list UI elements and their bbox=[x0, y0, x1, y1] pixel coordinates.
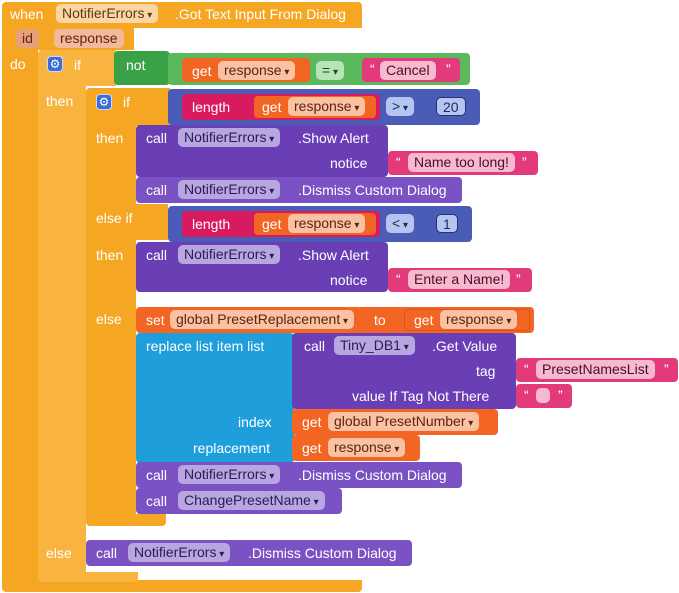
get-label-2: get bbox=[262, 99, 282, 115]
string-cancel-text[interactable]: Cancel bbox=[380, 61, 436, 80]
number-20-field[interactable]: 20 bbox=[436, 97, 466, 116]
global-preset-replacement-dropdown[interactable]: global PresetReplacement bbox=[170, 310, 355, 329]
inner-if-left bbox=[86, 124, 136, 520]
string-name-too-long[interactable]: Name too long! bbox=[408, 153, 515, 172]
outer-if-gear-icon[interactable]: ⚙ bbox=[47, 56, 63, 72]
do-label: do bbox=[10, 56, 26, 72]
dismiss-label-2: .Dismiss Custom Dialog bbox=[298, 467, 447, 483]
not-label: not bbox=[126, 57, 146, 73]
show-alert-label-1: .Show Alert bbox=[298, 130, 369, 146]
quote-open-5: “ bbox=[524, 387, 529, 403]
notifier-dropdown-3[interactable]: NotifierErrors bbox=[178, 245, 281, 264]
length-label-1: length bbox=[192, 99, 231, 115]
tag-label: tag bbox=[476, 363, 496, 379]
value-if-not-label: value If Tag Not There bbox=[352, 388, 490, 404]
call-label-2: call bbox=[146, 182, 168, 198]
notifier-dropdown-5[interactable]: NotifierErrors bbox=[128, 543, 231, 562]
inner-elseif-label: else if bbox=[96, 210, 133, 226]
get-value-label: .Get Value bbox=[432, 338, 498, 354]
event-component-dropdown[interactable]: NotifierErrors bbox=[56, 4, 159, 23]
call-label-7: call bbox=[96, 545, 118, 561]
notice-label-2: notice bbox=[330, 272, 368, 288]
replacement-label: replacement bbox=[193, 440, 271, 456]
param-id-label: id bbox=[16, 29, 39, 48]
call-label-1: call bbox=[146, 130, 168, 146]
call-label-6: call bbox=[146, 493, 168, 509]
get-label-3: get bbox=[262, 216, 282, 232]
outer-then-label: then bbox=[46, 93, 74, 109]
replace-list-item-block[interactable] bbox=[136, 333, 294, 463]
var-response-dropdown[interactable]: response bbox=[218, 61, 296, 80]
inner-if-elseif-row bbox=[86, 204, 168, 240]
outer-if-bottom bbox=[38, 572, 138, 582]
op-lt-dropdown[interactable]: < bbox=[386, 214, 414, 233]
quote-close-4: ” bbox=[664, 361, 669, 377]
inner-then-label-1: then bbox=[96, 130, 124, 146]
replace-list-label: replace list item list bbox=[146, 338, 265, 354]
quote-open-4: “ bbox=[524, 361, 529, 377]
var-response-dropdown-2[interactable]: response bbox=[288, 97, 366, 116]
notifier-dropdown-1[interactable]: NotifierErrors bbox=[178, 128, 281, 147]
inner-then-label-2: then bbox=[96, 247, 124, 263]
string-empty[interactable] bbox=[536, 388, 550, 403]
quote-close-5: ” bbox=[558, 387, 563, 403]
call-label-3: call bbox=[146, 247, 168, 263]
param-response[interactable]: response bbox=[54, 29, 124, 48]
op-equal-dropdown[interactable]: = bbox=[316, 61, 344, 80]
outer-else-label: else bbox=[46, 545, 72, 561]
show-alert-label-2: .Show Alert bbox=[298, 247, 369, 263]
when-label: when bbox=[10, 6, 44, 22]
inner-if-label: if bbox=[123, 94, 130, 110]
inner-else-label: else bbox=[96, 311, 122, 327]
global-preset-number-dropdown[interactable]: global PresetNumber bbox=[328, 412, 480, 431]
index-label: index bbox=[238, 414, 272, 430]
quote-close-2: ” bbox=[522, 154, 527, 170]
call-label-4: call bbox=[304, 338, 326, 354]
length-label-2: length bbox=[192, 216, 231, 232]
get-label-4: get bbox=[414, 312, 434, 328]
number-1-field[interactable]: 1 bbox=[436, 214, 458, 233]
string-preset-names[interactable]: PresetNamesList bbox=[536, 360, 655, 379]
quote-close: ” bbox=[446, 61, 451, 77]
notifier-dropdown-2[interactable]: NotifierErrors bbox=[178, 180, 281, 199]
op-gt-dropdown[interactable]: > bbox=[386, 97, 414, 116]
notice-label-1: notice bbox=[330, 155, 368, 171]
quote-open: “ bbox=[370, 61, 375, 77]
tinydb-dropdown[interactable]: Tiny_DB1 bbox=[334, 336, 415, 355]
var-response-dropdown-3[interactable]: response bbox=[288, 214, 366, 233]
get-label-5: get bbox=[302, 414, 322, 430]
change-preset-name-dropdown[interactable]: ChangePresetName bbox=[178, 491, 325, 510]
quote-close-3: ” bbox=[516, 271, 521, 287]
event-body-left bbox=[2, 48, 38, 582]
inner-if-bottom bbox=[86, 514, 166, 526]
outer-if-label: if bbox=[74, 57, 81, 73]
set-label: set bbox=[146, 312, 165, 328]
var-response-dropdown-4[interactable]: response bbox=[440, 310, 518, 329]
event-name-label: .Got Text Input From Dialog bbox=[175, 6, 346, 22]
dismiss-label-1: .Dismiss Custom Dialog bbox=[298, 182, 447, 198]
outer-if-left bbox=[38, 84, 86, 580]
quote-open-3: “ bbox=[396, 271, 401, 287]
event-bottom bbox=[2, 580, 362, 592]
quote-open-2: “ bbox=[396, 154, 401, 170]
not-block[interactable] bbox=[114, 51, 170, 85]
dismiss-label-3: .Dismiss Custom Dialog bbox=[248, 545, 397, 561]
string-enter-name[interactable]: Enter a Name! bbox=[408, 270, 511, 289]
get-label-6: get bbox=[302, 440, 322, 456]
var-response-dropdown-5[interactable]: response bbox=[328, 438, 406, 457]
call-label-5: call bbox=[146, 467, 168, 483]
get-label: get bbox=[192, 63, 212, 79]
inner-if-gear-icon[interactable]: ⚙ bbox=[96, 94, 112, 110]
to-label: to bbox=[374, 312, 386, 328]
notifier-dropdown-4[interactable]: NotifierErrors bbox=[178, 465, 281, 484]
